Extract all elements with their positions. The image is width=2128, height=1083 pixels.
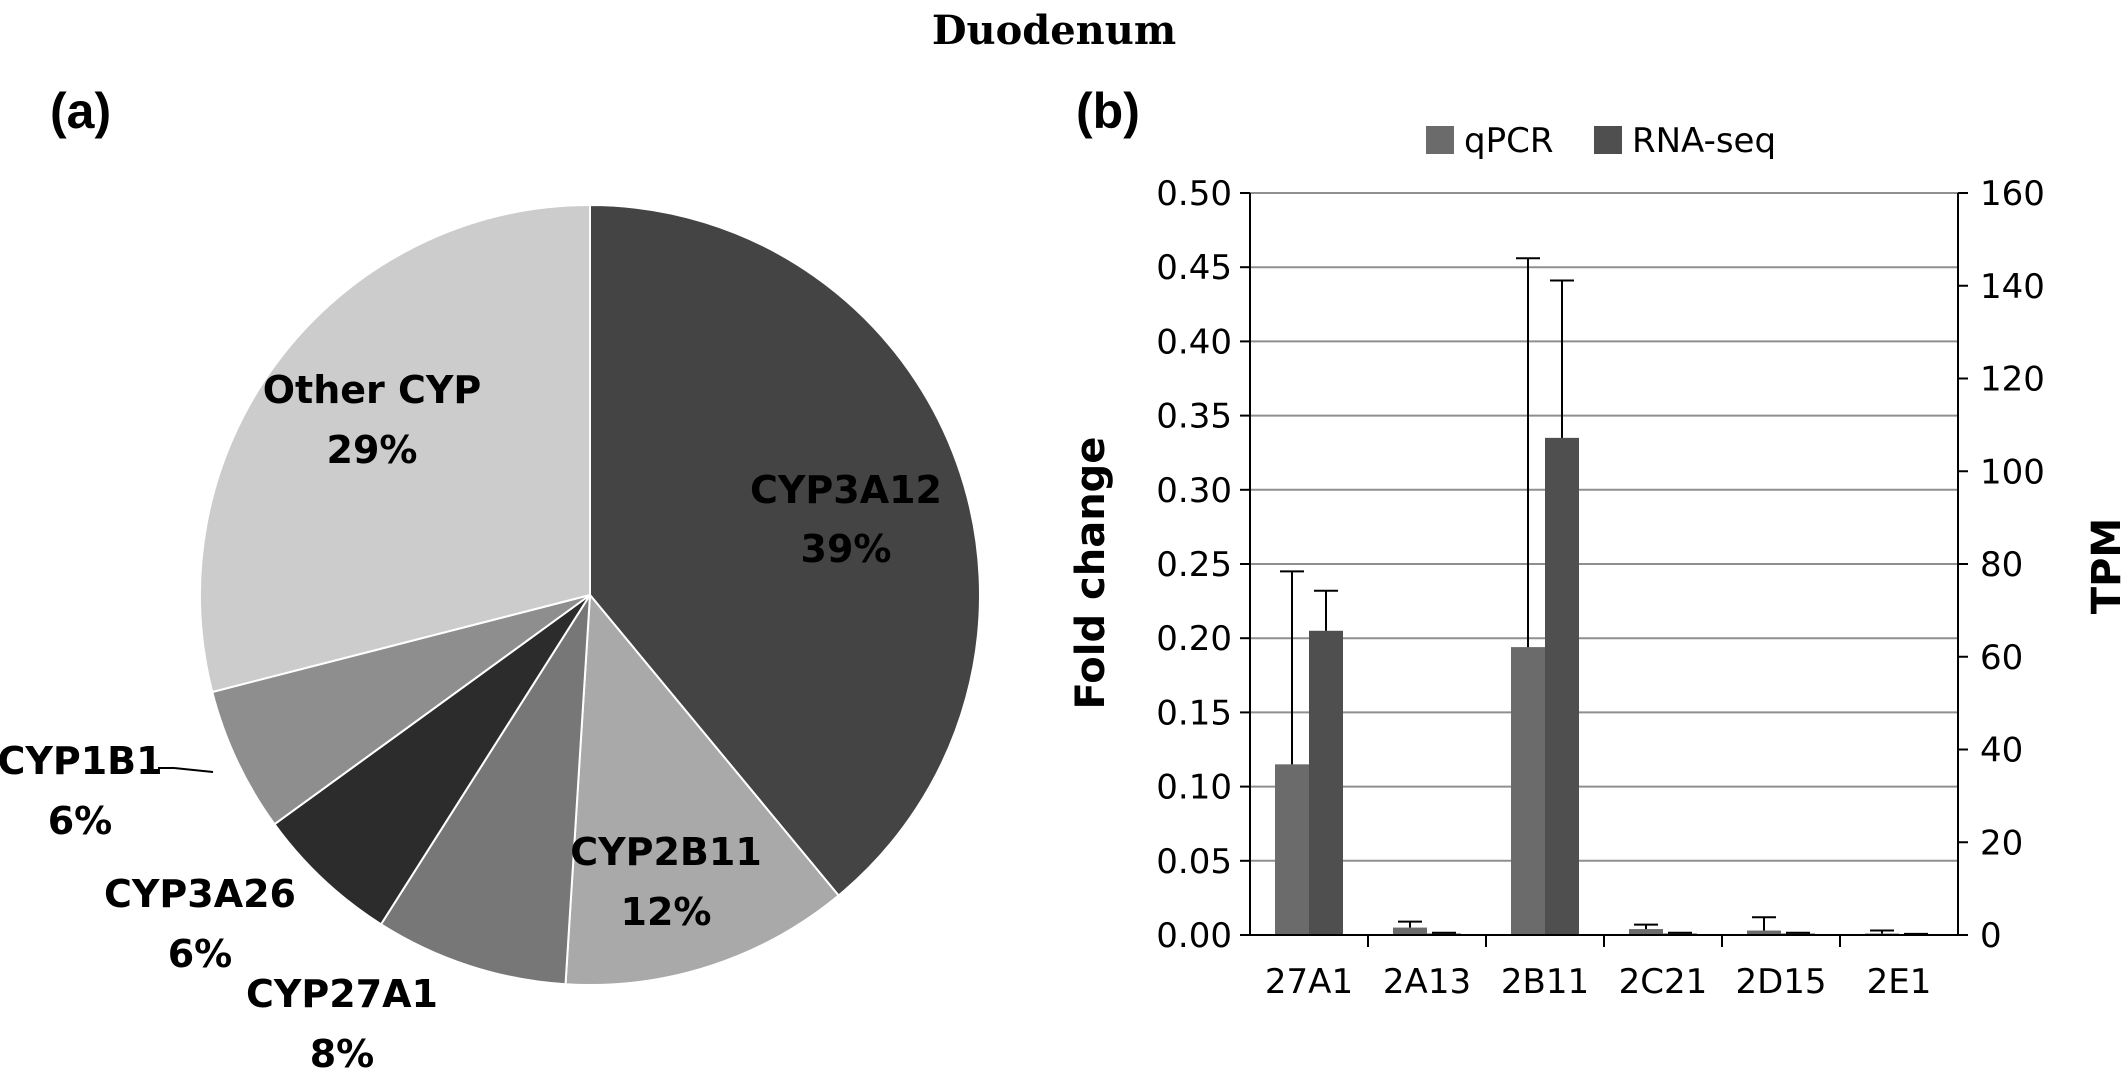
y2-tick-label: 40 — [1980, 731, 2023, 771]
x-tick-label: 27A1 — [1265, 962, 1353, 1002]
pie-slice-cyp3a26 — [273, 594, 591, 926]
pie-value-other-cyp: 29% — [327, 428, 418, 472]
cyp1b1-leader-line — [173, 767, 214, 773]
y-tick-label: 0.30 — [1156, 471, 1232, 511]
pie-slices — [199, 203, 981, 986]
legend: qPCR RNA-seq — [1426, 121, 1776, 161]
pie-value-cyp3a12: 39% — [801, 527, 892, 571]
legend-swatch-qpcr — [1426, 126, 1454, 154]
bar-qpcr-2c21 — [1629, 929, 1663, 935]
y-axis-ticks: 0.00 0.05 0.10 0.15 0.20 0.25 0.30 0.35 0.40 0.45… — [1156, 174, 1250, 956]
y-tick-label: 0.10 — [1156, 768, 1232, 808]
y-tick-label: 0.00 — [1156, 916, 1232, 956]
pie-value-cyp27a1: 8% — [310, 1032, 375, 1076]
y-tick-label: 0.50 — [1156, 174, 1232, 214]
y-tick-label: 0.05 — [1156, 842, 1232, 882]
pie-label-cyp2b11: CYP2B11 — [570, 830, 762, 874]
pie-value-cyp3a26: 6% — [168, 932, 233, 976]
bar-rna-seq-27a1 — [1309, 630, 1343, 935]
pie-slice-other-cyp — [199, 203, 591, 694]
legend-label-rnaseq: RNA-seq — [1632, 121, 1776, 161]
gridlines — [1250, 192, 1958, 862]
y2-tick-label: 60 — [1980, 638, 2023, 678]
y-tick-label: 0.25 — [1156, 545, 1232, 585]
pie-slice-cyp2b11 — [564, 592, 841, 986]
pie-value-cyp1b1: 6% — [48, 799, 113, 843]
legend-swatch-rnaseq — [1594, 126, 1622, 154]
pie-slice-cyp3a12 — [589, 203, 981, 897]
figure-title: Duodenum — [932, 7, 1176, 54]
y-tick-label: 0.45 — [1156, 248, 1232, 288]
bars — [1275, 257, 1933, 935]
pie-label-cyp3a12: CYP3A12 — [750, 468, 942, 512]
pie-slice-cyp27a1 — [379, 594, 591, 986]
pie-label-other-cyp: Other CYP — [263, 368, 482, 412]
y2-tick-label: 20 — [1980, 823, 2023, 863]
y2-tick-label: 80 — [1980, 545, 2023, 585]
bar-panel: (b) qPCR RNA-seq 0.00 0.05 0.10 0.15 0.20 0.2… — [1068, 83, 2128, 1002]
y2-tick-label: 0 — [1980, 916, 2002, 956]
y-tick-label: 0.20 — [1156, 619, 1232, 659]
x-tick-label: 2E1 — [1867, 962, 1932, 1002]
bar-qpcr-2b11 — [1511, 647, 1545, 935]
pie-slice-cyp1b1 — [211, 594, 591, 826]
bar-rna-seq-2b11 — [1545, 437, 1579, 935]
x-axis-ticks: 27A1 2A13 2B11 2C21 2D15 2E1 — [1265, 935, 1931, 1002]
y2-axis-label: TPM — [2084, 518, 2128, 614]
y2-tick-label: 100 — [1980, 452, 2045, 492]
panel-label-b: (b) — [1076, 83, 1140, 139]
x-tick-label: 2B11 — [1501, 962, 1589, 1002]
y2-tick-label: 140 — [1980, 267, 2045, 307]
pie-value-cyp2b11: 12% — [621, 890, 712, 934]
y-tick-label: 0.40 — [1156, 322, 1232, 362]
axes — [1249, 193, 1959, 936]
y-axis-label: Fold change — [1068, 437, 1114, 710]
y2-tick-label: 120 — [1980, 360, 2045, 400]
bar-qpcr-27a1 — [1275, 764, 1309, 935]
y-tick-label: 0.15 — [1156, 693, 1232, 733]
panel-label-a: (a) — [50, 83, 111, 139]
pie-panel: (a) CYP3A12 39% CYP2B11 12% CYP27A1 8% C… — [0, 83, 981, 1076]
legend-label-qpcr: qPCR — [1464, 121, 1553, 161]
y2-axis-ticks: 0 20 40 60 80 100 120 140 160 — [1958, 174, 2045, 956]
y2-tick-label: 160 — [1980, 174, 2045, 214]
bar-qpcr-2a13 — [1393, 927, 1427, 935]
pie-label-cyp27a1: CYP27A1 — [246, 972, 438, 1016]
x-tick-label: 2C21 — [1619, 962, 1708, 1002]
bar-qpcr-2d15 — [1747, 930, 1781, 935]
x-tick-label: 2D15 — [1735, 962, 1826, 1002]
pie-label-cyp1b1: CYP1B1 — [0, 739, 163, 783]
pie-label-cyp3a26: CYP3A26 — [104, 872, 296, 916]
x-tick-label: 2A13 — [1383, 962, 1471, 1002]
y-tick-label: 0.35 — [1156, 397, 1232, 437]
